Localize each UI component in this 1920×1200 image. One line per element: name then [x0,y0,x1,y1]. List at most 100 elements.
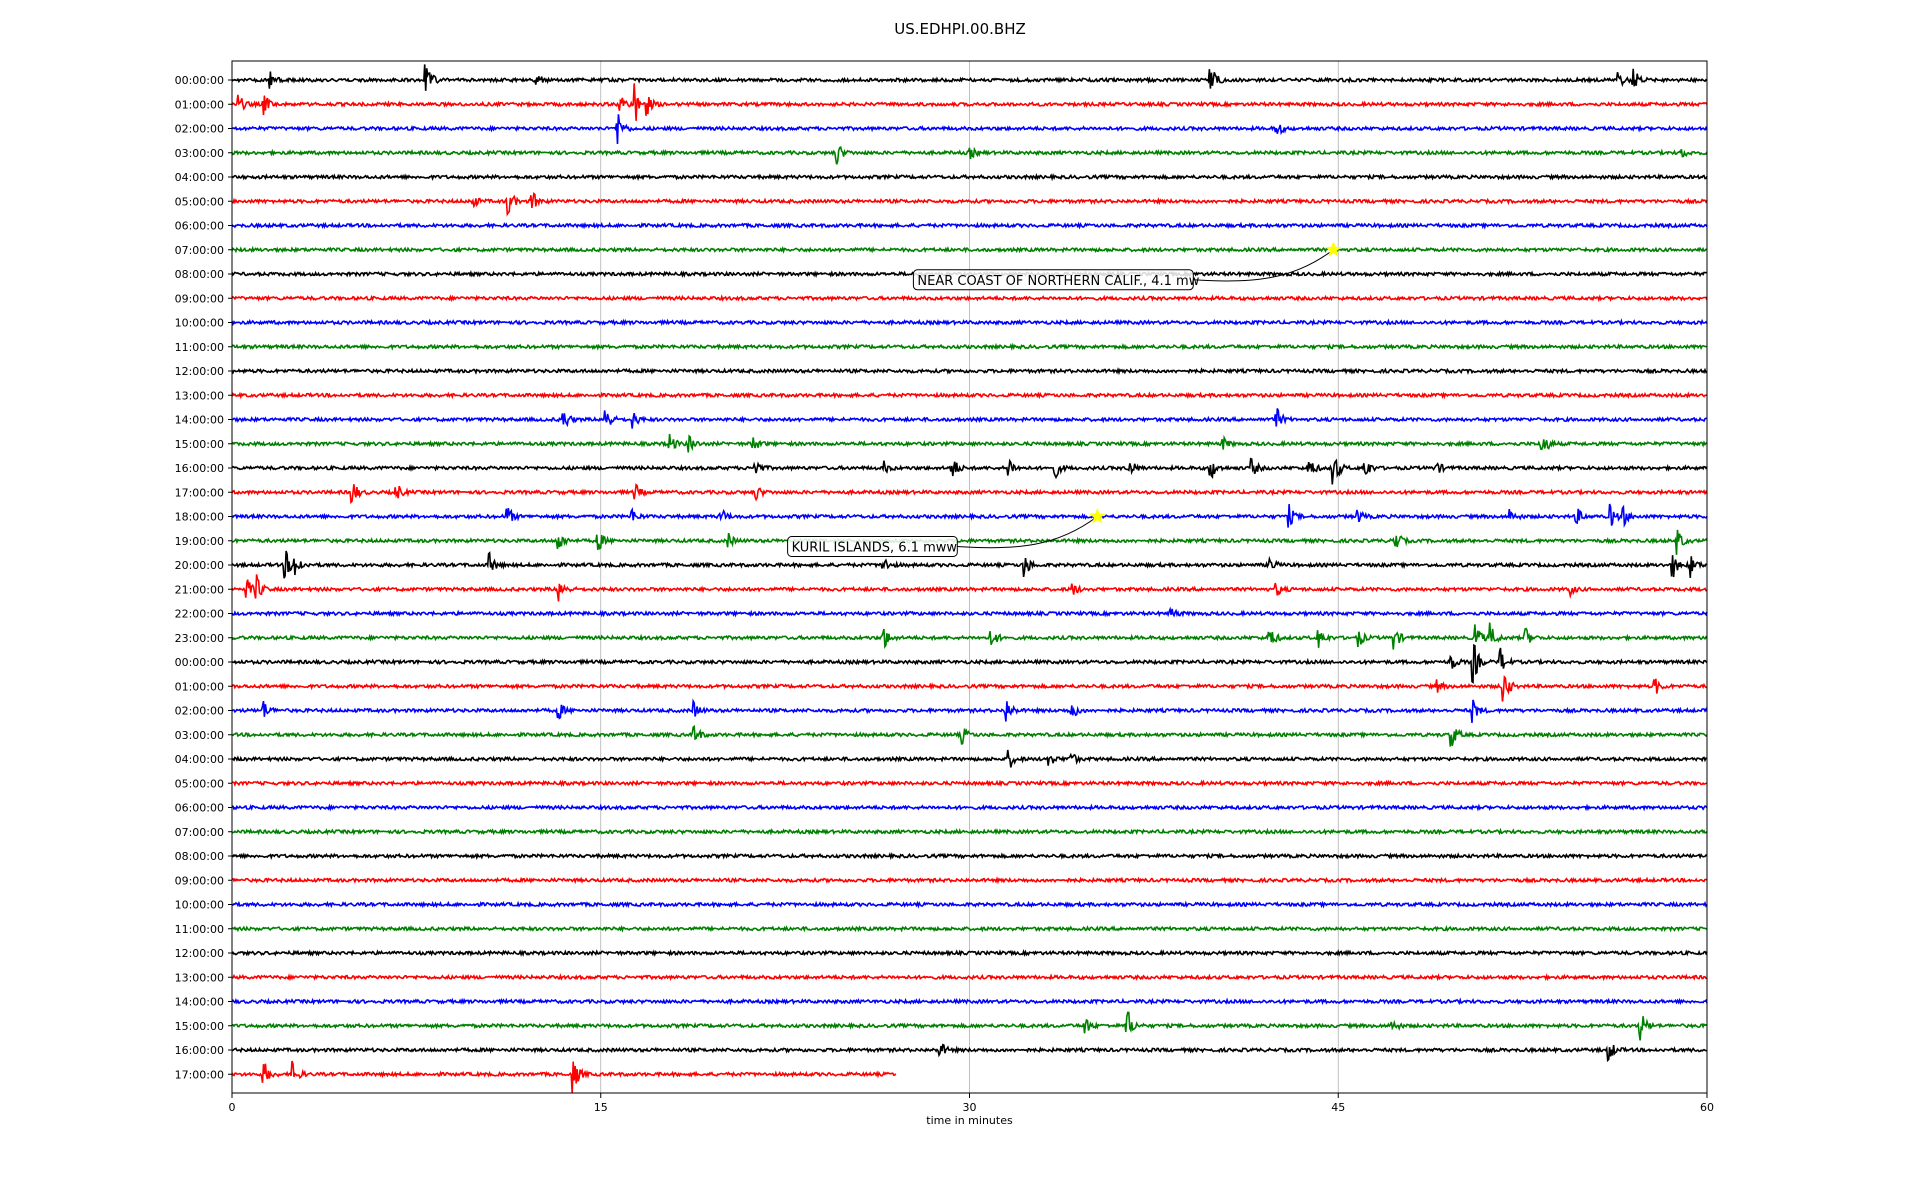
row-label-19: 19:00:00 [175,535,224,548]
row-label-17: 17:00:00 [175,486,224,499]
row-label-32: 08:00:00 [175,850,224,863]
row-label-6: 06:00:00 [175,220,224,233]
annotation-box-0 [912,269,1194,291]
row-label-8: 08:00:00 [175,268,224,281]
row-label-23: 23:00:00 [175,632,224,645]
x-axis-label: time in minutes [926,1114,1013,1127]
trace-row-40 [231,1043,1708,1063]
trace-row-14 [231,408,1708,429]
trace-row-1 [231,83,1708,121]
annotation-label-1: KURIL ISLANDS, 6.1 mww [792,541,958,556]
grid-lines [600,61,1339,1093]
trace-row-4 [231,172,1708,182]
row-label-30: 06:00:00 [175,802,224,815]
trace-row-13 [231,391,1708,400]
row-label-18: 18:00:00 [175,511,224,524]
trace-row-16 [231,457,1708,485]
event-star-1 [1089,507,1106,524]
row-label-22: 22:00:00 [175,608,224,621]
trace-row-2 [231,114,1708,145]
trace-row-7 [231,245,1708,254]
trace-rows [231,64,1708,1094]
row-label-9: 09:00:00 [175,292,224,305]
trace-row-39 [231,1011,1708,1041]
trace-row-27 [231,725,1708,747]
trace-row-15 [231,433,1708,453]
row-label-12: 12:00:00 [175,365,224,378]
row-label-4: 04:00:00 [175,171,224,184]
row-label-25: 01:00:00 [175,680,224,693]
row-label-10: 10:00:00 [175,317,224,330]
x-tick-label-15: 15 [594,1101,608,1114]
row-label-28: 04:00:00 [175,753,224,766]
trace-row-33 [231,876,1708,885]
x-tick-label-60: 60 [1700,1101,1714,1114]
x-tick-label-0: 0 [229,1101,236,1114]
trace-row-6 [231,221,1708,230]
row-label-29: 05:00:00 [175,777,224,790]
row-label-20: 20:00:00 [175,559,224,572]
row-label-33: 09:00:00 [175,874,224,887]
trace-row-36 [231,949,1708,958]
trace-row-25 [231,674,1708,702]
trace-row-28 [231,749,1708,768]
x-tick-label-45: 45 [1331,1101,1345,1114]
row-label-14: 14:00:00 [175,414,224,427]
row-labels: 00:00:00 01:00:00 02:00:00 03:00:00 04:00:00… [175,74,232,1081]
trace-row-23 [231,622,1708,650]
trace-row-20 [231,550,1708,579]
annotation-arrow-0 [1193,249,1334,282]
trace-row-18 [231,503,1708,528]
trace-row-24 [231,643,1708,685]
row-label-21: 21:00:00 [175,583,224,596]
row-label-27: 03:00:00 [175,729,224,742]
row-label-5: 05:00:00 [175,195,224,208]
trace-row-11 [231,342,1708,351]
trace-row-37 [232,973,1708,982]
trace-row-22 [231,606,1708,618]
trace-row-35 [232,924,1707,933]
row-label-41: 17:00:00 [175,1068,224,1081]
row-label-11: 11:00:00 [175,341,224,354]
row-label-0: 00:00:00 [175,74,224,87]
trace-row-5 [231,192,1708,217]
trace-row-32 [231,851,1708,861]
trace-row-17 [231,483,1708,505]
row-label-35: 11:00:00 [175,923,224,936]
annotation-arrow-1 [957,516,1098,549]
chart-title: US.EDHPI.00.BHZ [894,20,1026,38]
trace-row-26 [231,698,1708,723]
x-tick-label-30: 30 [963,1101,977,1114]
row-label-26: 02:00:00 [175,705,224,718]
row-label-2: 02:00:00 [175,123,224,136]
trace-row-29 [231,779,1708,788]
row-label-37: 13:00:00 [175,971,224,984]
trace-row-21 [231,574,1708,602]
annotation-label-0: NEAR COAST OF NORTHERN CALIF., 4.1 mw [917,274,1199,289]
row-label-39: 15:00:00 [175,1020,224,1033]
event-star-0 [1325,241,1342,257]
trace-row-19 [231,529,1708,555]
trace-row-10 [231,318,1708,327]
row-label-16: 16:00:00 [175,462,224,475]
row-label-34: 10:00:00 [175,899,224,912]
row-label-38: 14:00:00 [175,996,224,1009]
trace-row-9 [231,294,1708,303]
trace-row-30 [231,803,1708,812]
trace-row-34 [231,900,1708,909]
row-label-13: 13:00:00 [175,389,224,402]
row-label-15: 15:00:00 [175,438,224,451]
row-label-31: 07:00:00 [175,826,224,839]
event-annotations: NEAR COAST OF NORTHERN CALIF., 4.1 mw KUR… [787,241,1342,557]
row-label-3: 03:00:00 [175,147,224,160]
row-label-1: 01:00:00 [175,98,224,111]
annotation-box-1 [787,536,958,557]
trace-row-3 [231,146,1708,165]
row-label-36: 12:00:00 [175,947,224,960]
trace-row-41 [231,1060,897,1094]
trace-row-38 [231,997,1708,1006]
trace-row-12 [231,366,1708,376]
row-label-40: 16:00:00 [175,1044,224,1057]
row-label-7: 07:00:00 [175,244,224,257]
